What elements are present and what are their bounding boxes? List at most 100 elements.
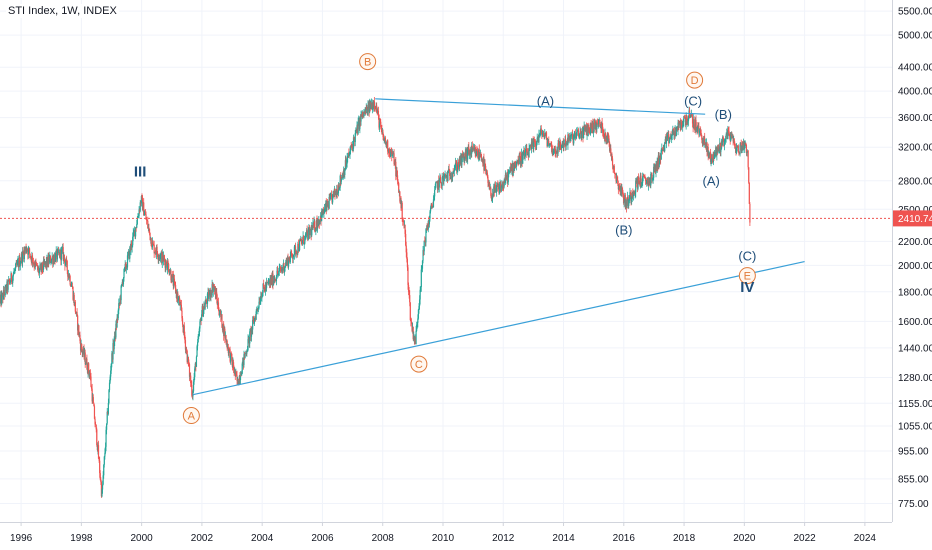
candle-body xyxy=(526,152,528,156)
candle-body xyxy=(691,116,694,124)
candle xyxy=(590,119,592,129)
candle xyxy=(305,233,307,240)
circled-wave-label-c: C xyxy=(410,355,428,373)
candle-body xyxy=(714,152,716,155)
candle-body xyxy=(419,289,421,300)
lower-trendline xyxy=(192,260,805,396)
candle xyxy=(602,128,604,139)
y-tick-label: 1800.00 xyxy=(898,287,932,298)
candle xyxy=(123,268,125,282)
candle xyxy=(218,307,220,316)
candle xyxy=(132,227,134,242)
candle-body xyxy=(480,153,482,158)
candle-body xyxy=(340,177,342,182)
candle-body xyxy=(171,274,173,283)
last-price-badge: 2410.74 xyxy=(893,210,932,227)
candle xyxy=(707,143,709,161)
candle-body xyxy=(496,186,498,192)
candle-body xyxy=(651,173,653,180)
candle-body xyxy=(570,135,572,142)
candle-body xyxy=(173,278,176,282)
candle-body xyxy=(166,261,169,270)
candle xyxy=(496,182,498,197)
candle-body xyxy=(232,362,235,370)
candle-body xyxy=(697,127,699,132)
candle xyxy=(628,198,630,209)
candle xyxy=(665,133,668,149)
candle-body xyxy=(50,262,52,263)
candle-body xyxy=(355,129,357,134)
candle-body xyxy=(85,363,87,365)
candle-body xyxy=(252,319,254,330)
candle-body xyxy=(100,479,102,483)
candle xyxy=(272,270,274,290)
candle-body xyxy=(550,142,552,145)
candle-body xyxy=(728,130,730,136)
candle xyxy=(491,188,494,203)
candle xyxy=(439,174,442,184)
candle-body xyxy=(186,350,188,363)
candle-body xyxy=(616,177,618,181)
candle-body xyxy=(34,261,36,268)
candle xyxy=(687,115,690,126)
y-tick-label: 3200.00 xyxy=(898,143,932,154)
candle xyxy=(252,316,254,335)
candle xyxy=(520,160,522,169)
candle-body xyxy=(300,240,302,242)
candle xyxy=(217,297,220,312)
candle-body xyxy=(669,137,671,140)
candle-body xyxy=(348,152,350,156)
candle-body xyxy=(456,162,458,172)
candle-body xyxy=(192,391,194,397)
candle xyxy=(77,314,79,336)
candle-body xyxy=(452,172,454,178)
candle-body xyxy=(533,139,535,149)
candle-body xyxy=(81,343,83,350)
candle xyxy=(101,488,103,498)
candle-body xyxy=(167,261,169,264)
candle xyxy=(573,130,575,141)
candle xyxy=(27,245,29,259)
candle-body xyxy=(105,429,107,447)
candle-body xyxy=(101,489,103,497)
candle xyxy=(150,237,152,247)
candle xyxy=(355,127,357,136)
label-circle xyxy=(686,71,704,89)
candle xyxy=(168,262,170,273)
candle xyxy=(37,262,39,272)
candle-body xyxy=(197,336,199,343)
candle xyxy=(328,193,330,210)
candle xyxy=(454,157,457,171)
candle xyxy=(728,126,730,137)
candle-body xyxy=(143,214,145,216)
candle xyxy=(23,246,25,263)
candle-body xyxy=(221,314,223,328)
x-tick-label: 2016 xyxy=(613,533,636,544)
candle-body xyxy=(418,306,420,310)
candle-body xyxy=(102,475,104,485)
candle-body xyxy=(322,208,324,214)
candle-body xyxy=(162,256,165,262)
candle xyxy=(86,354,88,371)
candle-body xyxy=(198,335,200,337)
candle-body xyxy=(746,151,748,153)
candle-body xyxy=(568,137,570,142)
candle-body xyxy=(67,270,69,277)
candle xyxy=(588,122,590,133)
candle xyxy=(421,260,424,273)
candle-body xyxy=(348,154,351,156)
candle xyxy=(301,240,304,246)
candle xyxy=(565,142,567,151)
candle-body xyxy=(324,207,326,209)
candle xyxy=(281,266,283,274)
candle xyxy=(314,218,316,233)
candle-body xyxy=(290,250,292,257)
candle-body xyxy=(263,283,265,288)
candle-body xyxy=(272,273,274,286)
candle xyxy=(525,145,527,157)
candle xyxy=(448,163,450,171)
candle xyxy=(106,408,108,425)
candle-body xyxy=(165,261,167,266)
